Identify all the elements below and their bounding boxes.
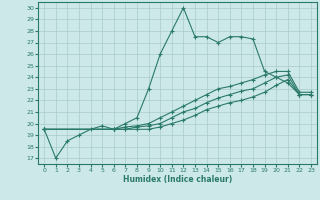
X-axis label: Humidex (Indice chaleur): Humidex (Indice chaleur) [123,175,232,184]
